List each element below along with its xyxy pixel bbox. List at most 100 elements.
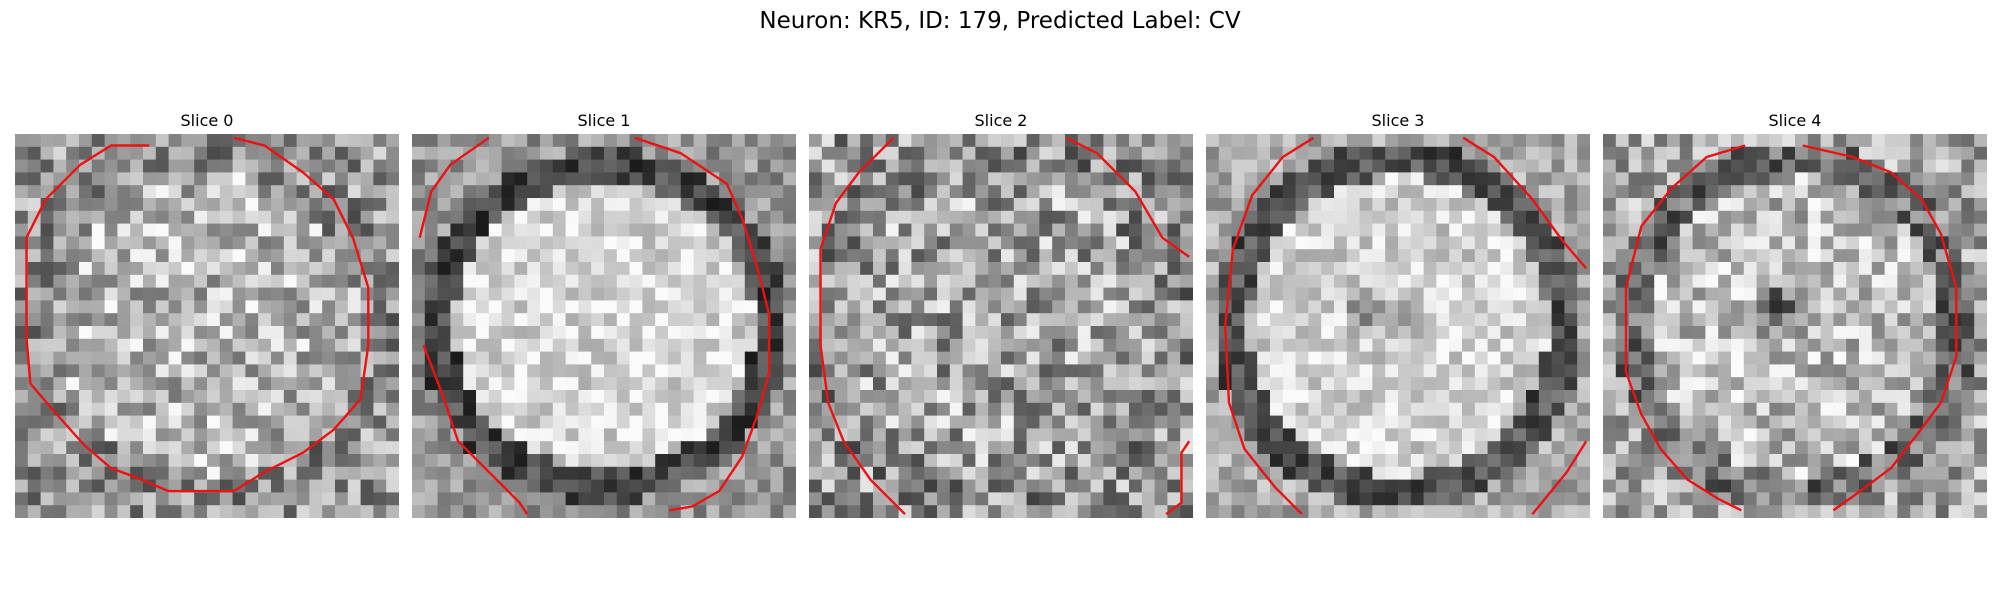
- pixel: [591, 390, 605, 404]
- pixel: [219, 185, 233, 199]
- pixel: [1795, 198, 1809, 212]
- pixel: [1577, 134, 1590, 148]
- pixel: [1013, 415, 1027, 429]
- pixel: [744, 466, 758, 480]
- pixel: [322, 364, 336, 378]
- pixel: [1039, 479, 1053, 493]
- pixel: [501, 428, 515, 442]
- pixel: [1884, 479, 1898, 493]
- pixel: [1974, 300, 1987, 314]
- pixel: [1526, 274, 1540, 288]
- pixel: [1295, 185, 1309, 199]
- pixel: [1423, 377, 1437, 391]
- pixel: [732, 313, 746, 327]
- pixel: [1641, 454, 1655, 468]
- pixel: [1346, 466, 1360, 480]
- pixel: [1974, 492, 1987, 506]
- pixel: [181, 364, 195, 378]
- pixel: [1282, 479, 1296, 493]
- pixel: [1526, 134, 1540, 148]
- pixel: [1820, 159, 1834, 173]
- pixel: [1551, 185, 1565, 199]
- pixel: [283, 198, 297, 212]
- pixel: [565, 454, 579, 468]
- pixel: [1692, 198, 1706, 212]
- pixel: [514, 287, 528, 301]
- pixel: [1090, 159, 1104, 173]
- pixel: [1001, 300, 1015, 314]
- pixel: [232, 262, 246, 276]
- pixel: [770, 377, 784, 391]
- pixel: [1769, 441, 1783, 455]
- pixel: [207, 134, 221, 148]
- pixel: [1141, 326, 1155, 340]
- pixel: [975, 134, 989, 148]
- pixel: [1346, 505, 1360, 518]
- pixel: [283, 146, 297, 160]
- pixel: [1218, 415, 1232, 429]
- pixel: [143, 300, 157, 314]
- pixel: [1385, 287, 1399, 301]
- pixel: [1231, 402, 1245, 416]
- pixel: [1679, 338, 1693, 352]
- pixel: [1731, 236, 1745, 250]
- slice-title: Slice 2: [974, 111, 1028, 130]
- pixel: [1206, 210, 1220, 224]
- pixel: [770, 236, 784, 250]
- pixel: [1270, 274, 1284, 288]
- pixel: [424, 441, 438, 455]
- pixel: [1167, 300, 1181, 314]
- pixel: [1500, 223, 1514, 237]
- pixel: [1731, 415, 1745, 429]
- pixel: [1013, 210, 1027, 224]
- pixel: [463, 223, 477, 237]
- pixel: [642, 441, 656, 455]
- pixel: [1756, 479, 1770, 493]
- pixel: [885, 364, 899, 378]
- pixel: [1974, 415, 1987, 429]
- pixel: [873, 364, 887, 378]
- pixel: [1065, 326, 1079, 340]
- pixel: [219, 402, 233, 416]
- pixel: [1270, 479, 1284, 493]
- pixel: [1270, 338, 1284, 352]
- pixel: [514, 262, 528, 276]
- pixel: [488, 351, 502, 365]
- pixel: [1231, 249, 1245, 263]
- pixel: [873, 454, 887, 468]
- pixel: [437, 338, 451, 352]
- pixel: [1974, 274, 1987, 288]
- pixel: [1206, 249, 1220, 263]
- pixel: [540, 338, 554, 352]
- pixel: [1180, 377, 1193, 391]
- pixel: [1705, 198, 1719, 212]
- pixel: [1270, 198, 1284, 212]
- pixel: [1564, 198, 1578, 212]
- pixel: [668, 377, 682, 391]
- pixel: [949, 198, 963, 212]
- pixel: [424, 466, 438, 480]
- pixel: [1103, 300, 1117, 314]
- pixel: [1603, 313, 1617, 327]
- pixel: [1141, 274, 1155, 288]
- pixel: [1321, 210, 1335, 224]
- pixel: [335, 313, 349, 327]
- pixel: [1667, 364, 1681, 378]
- pixel: [1039, 505, 1053, 518]
- pixel: [1077, 300, 1091, 314]
- pixel: [668, 441, 682, 455]
- pixel: [783, 134, 796, 148]
- pixel: [1859, 428, 1873, 442]
- pixel: [1474, 223, 1488, 237]
- pixel: [322, 236, 336, 250]
- pixel: [1026, 492, 1040, 506]
- pixel: [834, 172, 848, 186]
- pixel: [104, 492, 118, 506]
- pixel: [437, 274, 451, 288]
- pixel: [706, 223, 720, 237]
- pixel: [1001, 441, 1015, 455]
- pixel: [1923, 415, 1937, 429]
- pixel: [1705, 364, 1719, 378]
- pixel: [271, 159, 285, 173]
- pixel: [283, 223, 297, 237]
